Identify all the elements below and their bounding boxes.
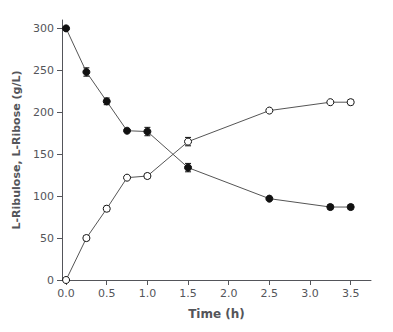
svg-text:2.5: 2.5 <box>261 287 279 300</box>
svg-text:3.5: 3.5 <box>342 287 360 300</box>
svg-text:1.0: 1.0 <box>139 287 157 300</box>
svg-text:100: 100 <box>33 190 54 203</box>
svg-text:3.0: 3.0 <box>301 287 319 300</box>
svg-text:250: 250 <box>33 64 54 77</box>
svg-text:2.0: 2.0 <box>220 287 238 300</box>
svg-text:L-Ribulose, L-Ribose (g/L): L-Ribulose, L-Ribose (g/L) <box>10 71 23 230</box>
svg-text:0: 0 <box>47 274 54 287</box>
svg-text:0.5: 0.5 <box>98 287 116 300</box>
svg-text:50: 50 <box>40 232 54 245</box>
svg-text:Time (h): Time (h) <box>188 307 245 321</box>
svg-text:1.5: 1.5 <box>179 287 197 300</box>
svg-text:0.0: 0.0 <box>57 287 75 300</box>
svg-text:200: 200 <box>33 106 54 119</box>
svg-text:300: 300 <box>33 22 54 35</box>
svg-text:150: 150 <box>33 148 54 161</box>
